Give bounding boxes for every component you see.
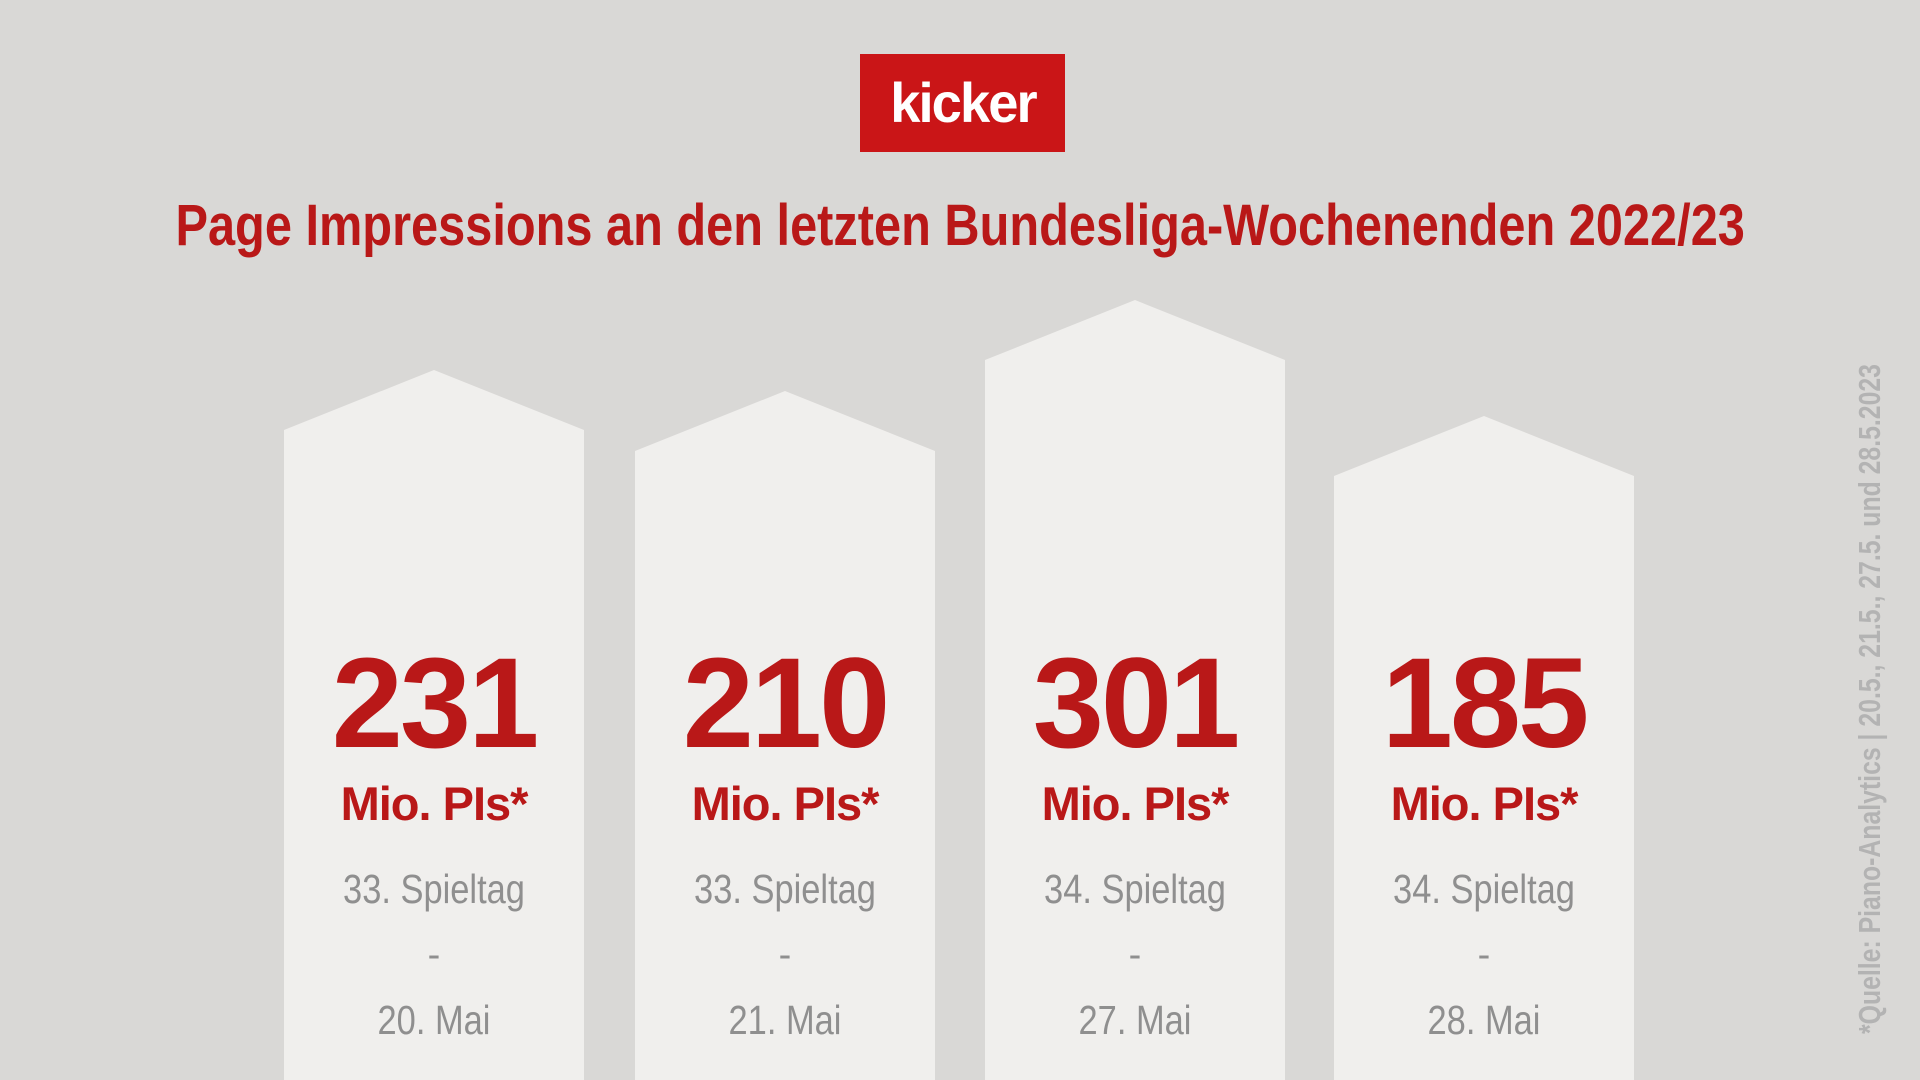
separator: - <box>1128 934 1142 976</box>
matchday-label: 34. Spieltag <box>1393 866 1575 912</box>
unit-label: Mio. PIs* <box>691 777 880 830</box>
value-label: 210 <box>682 632 891 775</box>
date-label: 27. Mai <box>1078 997 1192 1043</box>
separator: - <box>427 934 441 976</box>
bar-column-2: 210 Mio. PIs* 33. Spieltag - 21. Mai <box>635 640 935 1041</box>
unit-label: Mio. PIs* <box>1041 777 1230 830</box>
separator: - <box>1477 934 1491 976</box>
value-label: 231 <box>331 632 540 775</box>
bar-shape-1 <box>284 370 584 1080</box>
bar-shape-3 <box>985 300 1285 1080</box>
matchday-label: 33. Spieltag <box>343 866 525 912</box>
kicker-logo: kicker <box>860 54 1065 152</box>
date-label: 21. Mai <box>728 997 842 1043</box>
bar-column-4: 185 Mio. PIs* 34. Spieltag - 28. Mai <box>1334 640 1634 1041</box>
bar-shape-2 <box>635 391 935 1080</box>
value-label: 185 <box>1381 632 1590 775</box>
separator: - <box>778 934 792 976</box>
unit-label: Mio. PIs* <box>1390 777 1579 830</box>
page-title-text: Page Impressions an den letzten Bundesli… <box>175 193 1745 258</box>
date-label: 20. Mai <box>377 997 491 1043</box>
matchday-label: 34. Spieltag <box>1044 866 1226 912</box>
kicker-logo-text: kicker <box>889 71 1037 134</box>
page-title: Page Impressions an den letzten Bundesli… <box>0 194 1920 258</box>
bar-shape-4 <box>1334 416 1634 1080</box>
matchday-label: 33. Spieltag <box>694 866 876 912</box>
source-footnote: *Quelle: Piano-Analytics | 20.5., 21.5.,… <box>1852 364 1887 1034</box>
bar-column-1: 231 Mio. PIs* 33. Spieltag - 20. Mai <box>284 640 584 1041</box>
bar-column-3: 301 Mio. PIs* 34. Spieltag - 27. Mai <box>985 640 1285 1041</box>
unit-label: Mio. PIs* <box>340 777 529 830</box>
value-label: 301 <box>1032 632 1241 775</box>
date-label: 28. Mai <box>1427 997 1541 1043</box>
